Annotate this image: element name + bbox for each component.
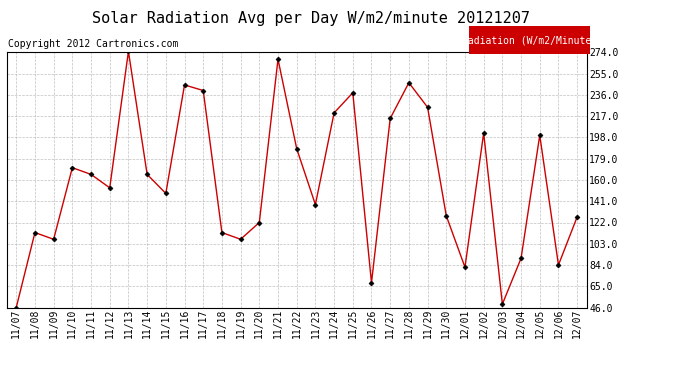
Text: Copyright 2012 Cartronics.com: Copyright 2012 Cartronics.com	[8, 39, 179, 50]
Text: Radiation (W/m2/Minute): Radiation (W/m2/Minute)	[462, 35, 597, 45]
Text: Solar Radiation Avg per Day W/m2/minute 20121207: Solar Radiation Avg per Day W/m2/minute …	[92, 11, 529, 26]
